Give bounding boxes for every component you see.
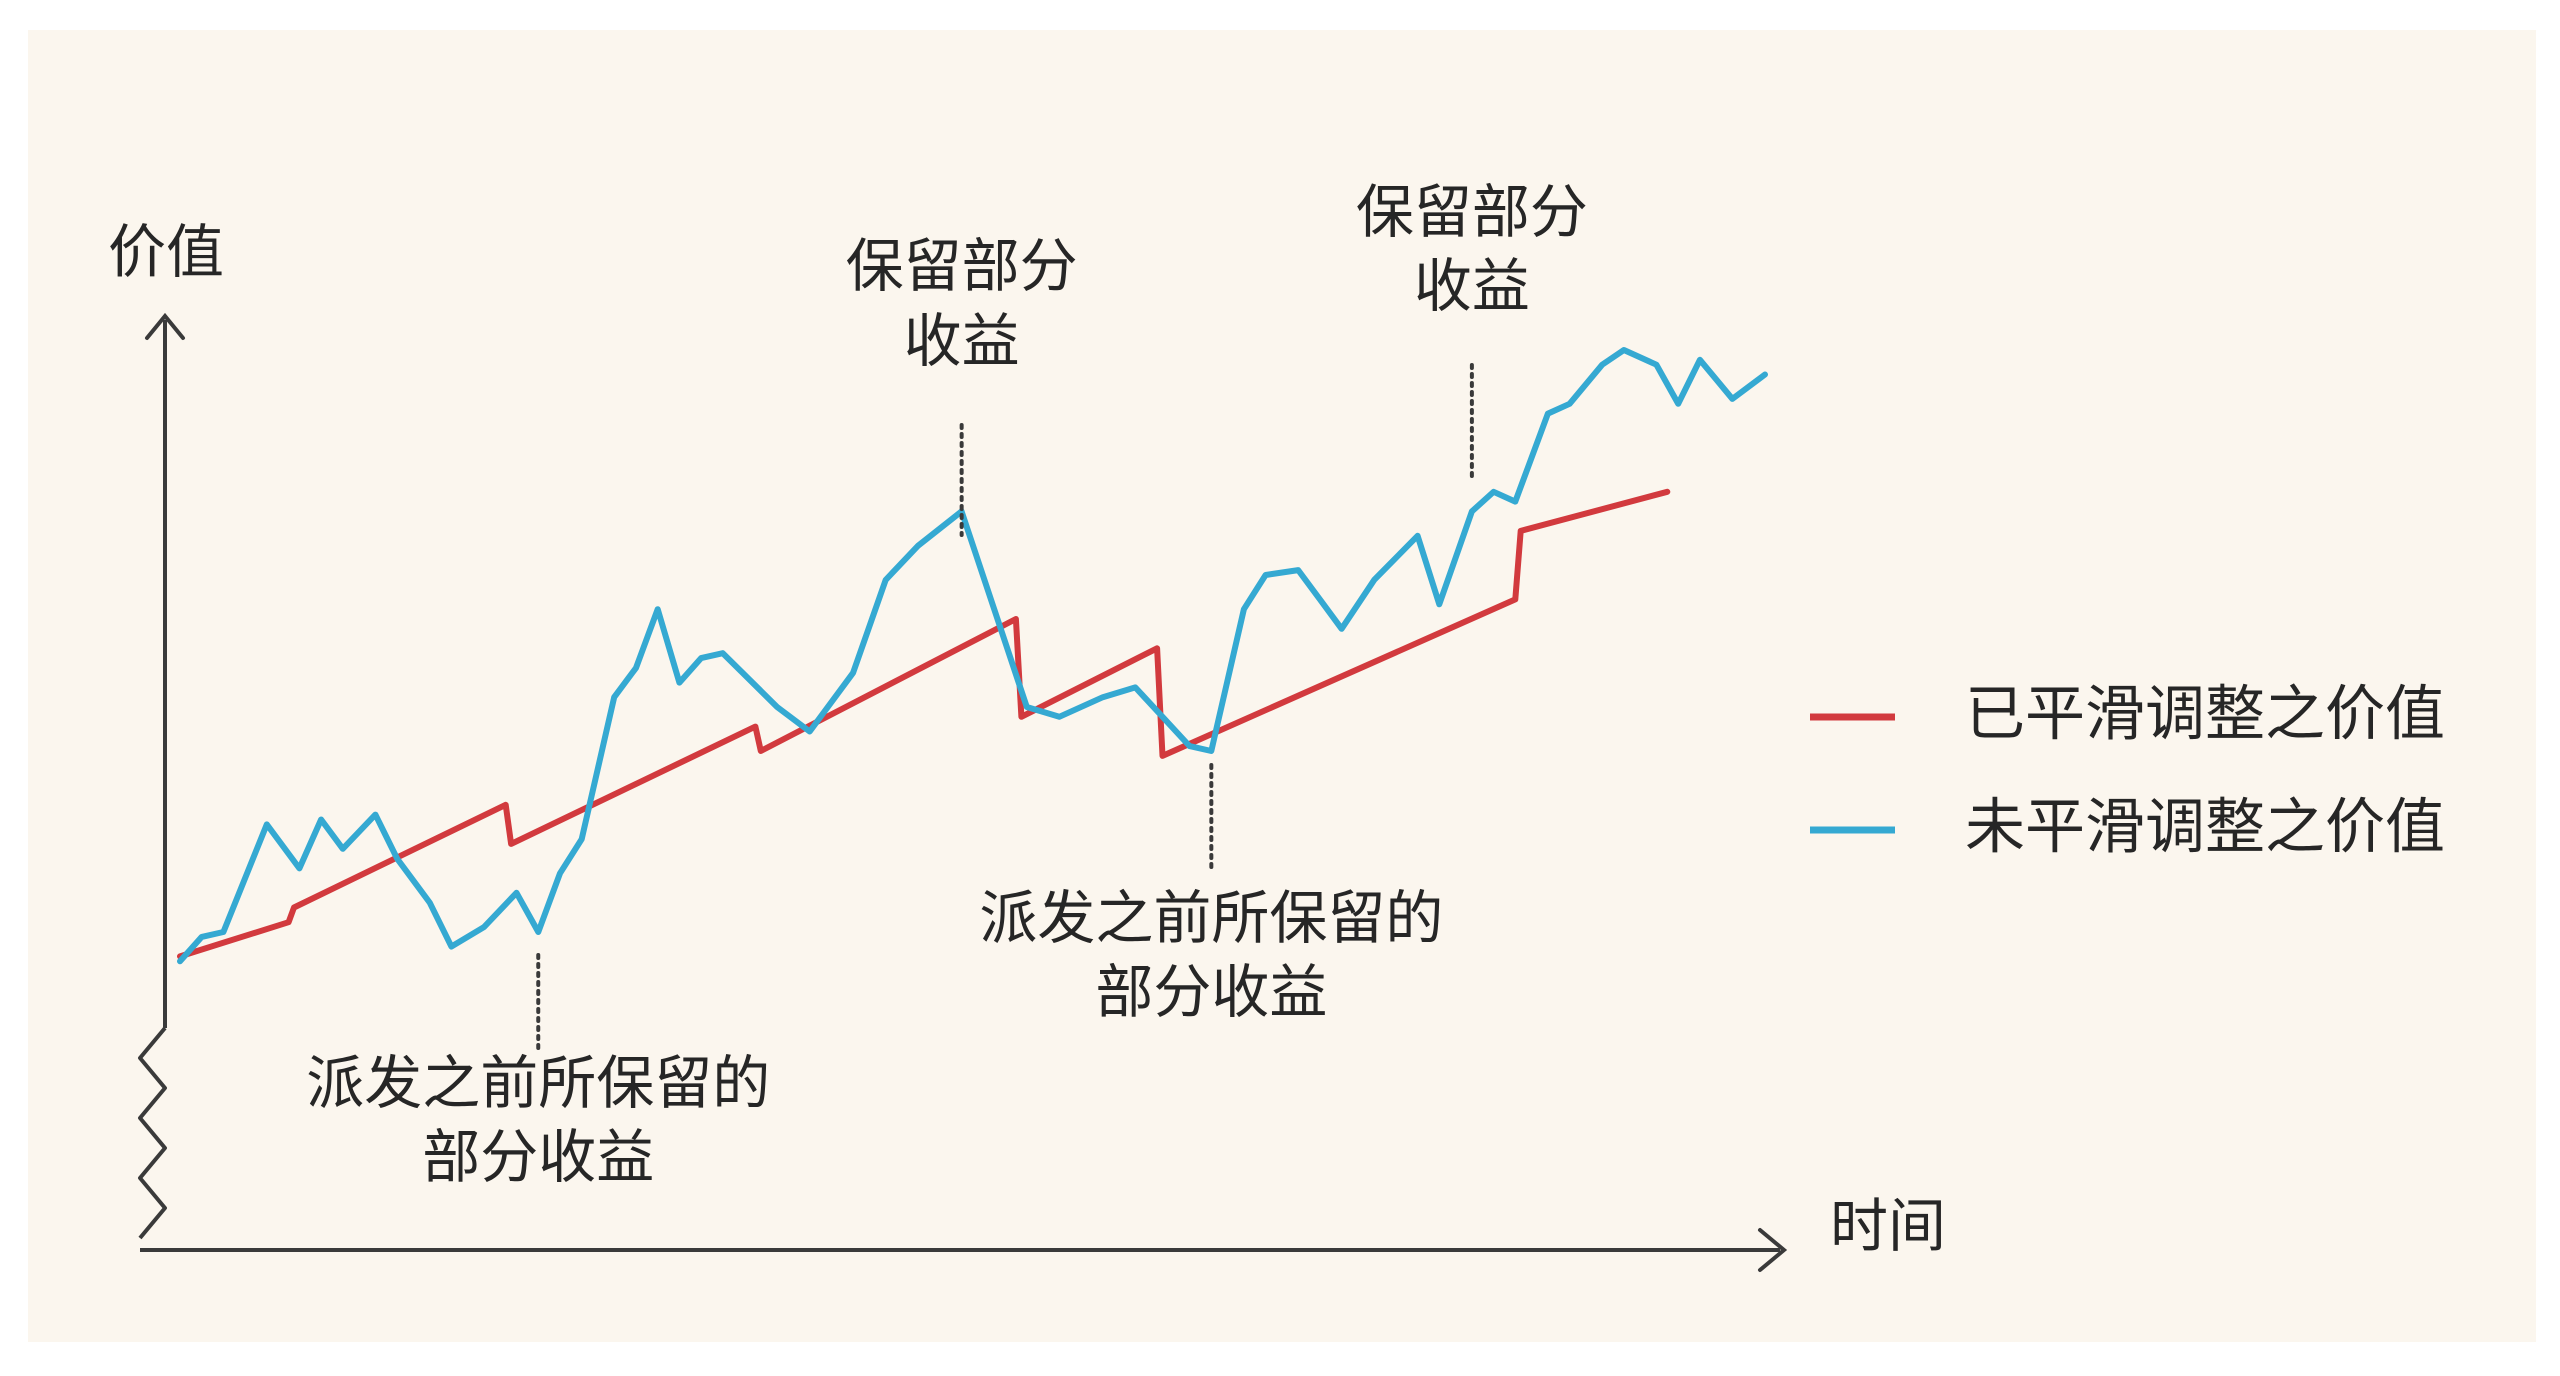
axes: 价值 时间 bbox=[108, 218, 1946, 1272]
annotation-text: 部分收益 bbox=[1095, 958, 1327, 1026]
x-axis-arrow-icon bbox=[1758, 1228, 1788, 1272]
annotation-text: 保留部分 bbox=[1356, 178, 1588, 246]
series-layer bbox=[177, 347, 1768, 965]
annotation-text: 收益 bbox=[1414, 252, 1530, 320]
x-axis-label: 时间 bbox=[1830, 1192, 1946, 1260]
annotation-text: 保留部分 bbox=[846, 232, 1078, 300]
y-axis-label: 价值 bbox=[108, 218, 224, 286]
y-axis-arrow-icon bbox=[145, 312, 185, 340]
annotation-text: 派发之前所保留的 bbox=[306, 1049, 770, 1117]
legend-label-unsmoothed: 未平滑调整之价值 bbox=[1965, 793, 2445, 863]
legend: 已平滑调整之价值 未平滑调整之价值 bbox=[1810, 680, 2445, 863]
series-line-unsmoothed bbox=[177, 347, 1768, 965]
chart-background bbox=[28, 30, 2536, 1342]
annotation-text: 收益 bbox=[904, 307, 1020, 375]
annotation-text: 部分收益 bbox=[422, 1123, 654, 1191]
legend-label-smoothed: 已平滑调整之价值 bbox=[1965, 680, 2445, 750]
series-line-smoothed bbox=[177, 488, 1671, 960]
annotation-text: 派发之前所保留的 bbox=[979, 884, 1443, 952]
y-axis-break-icon bbox=[138, 1026, 167, 1240]
